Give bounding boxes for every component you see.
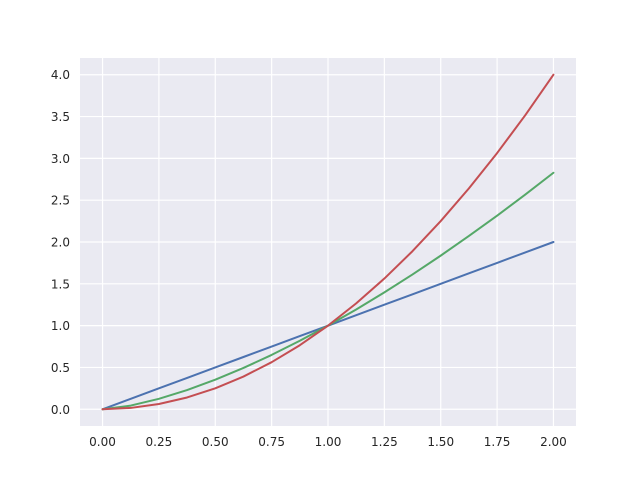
y-tick-label: 4.0: [51, 68, 70, 82]
y-tick-label: 0.5: [51, 361, 70, 375]
x-tick-label: 0.00: [89, 435, 116, 449]
y-tick-label: 1.0: [51, 319, 70, 333]
x-tick-label: 0.25: [146, 435, 173, 449]
y-tick-label: 3.5: [51, 110, 70, 124]
y-tick-label: 2.0: [51, 236, 70, 250]
x-axis-tick-labels: 0.00 0.25 0.50 0.75 1.00 1.25 1.50 1.75 2.00: [89, 435, 567, 449]
x-tick-label: 1.75: [484, 435, 511, 449]
x-tick-label: 2.00: [540, 435, 567, 449]
grid-layer: [80, 58, 576, 426]
series-layer: [101, 73, 555, 411]
y-tick-label: 0.0: [51, 403, 70, 417]
x-tick-label: 1.00: [315, 435, 342, 449]
y-tick-label: 2.5: [51, 194, 70, 208]
x-tick-label: 0.50: [202, 435, 229, 449]
x-tick-label: 1.50: [427, 435, 454, 449]
y-axis-tick-labels: 0.0 0.5 1.0 1.5 2.0 2.5 3.0 3.5 4.0: [51, 68, 70, 417]
y-tick-label: 3.0: [51, 152, 70, 166]
x-tick-label: 0.75: [258, 435, 285, 449]
series-line-3: [101, 73, 555, 411]
x-tick-label: 1.25: [371, 435, 398, 449]
y-tick-label: 1.5: [51, 277, 70, 291]
